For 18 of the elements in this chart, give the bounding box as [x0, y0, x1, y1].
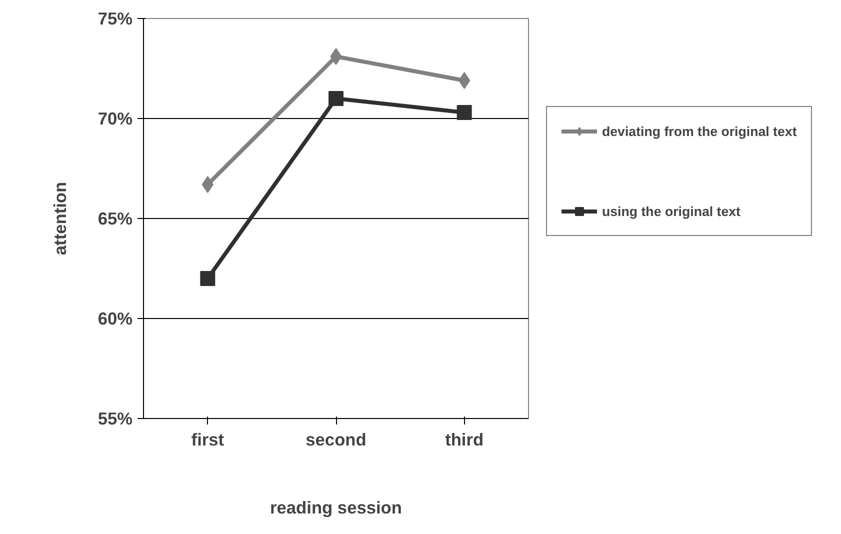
x-tick-label: second — [306, 430, 366, 450]
y-tick-label: 75% — [98, 8, 133, 28]
x-tick-label: third — [445, 430, 484, 450]
point — [202, 176, 214, 193]
point — [200, 271, 216, 286]
x-tick-label: first — [191, 430, 224, 450]
point — [328, 91, 344, 106]
y-axis-title: attention — [50, 182, 70, 256]
y-tick-label: 60% — [98, 308, 133, 328]
point — [456, 105, 472, 120]
x-axis-title: reading session — [270, 498, 402, 518]
y-tick-label: 65% — [98, 208, 133, 228]
point — [458, 72, 470, 89]
legend-label: deviating from the original text — [602, 124, 797, 138]
y-tick-label: 55% — [98, 408, 133, 428]
y-tick-label: 70% — [98, 108, 133, 128]
legend-label: using the original text — [602, 204, 740, 218]
point — [330, 48, 342, 65]
